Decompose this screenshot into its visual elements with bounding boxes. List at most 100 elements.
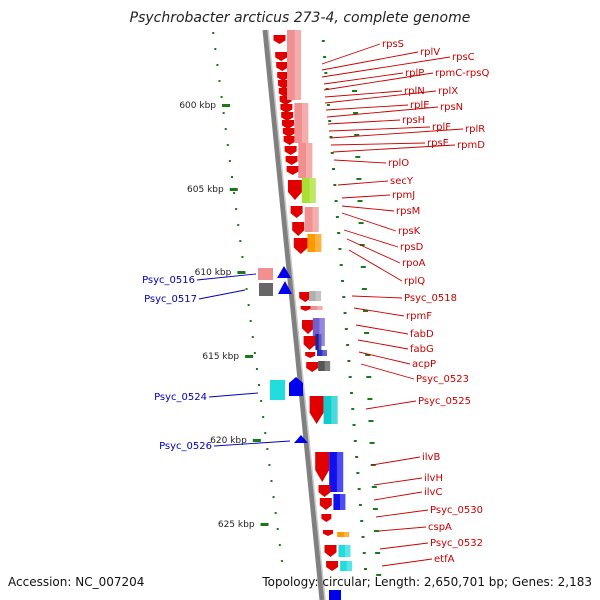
gene-label-rplO: rplO bbox=[388, 158, 409, 169]
gene-block-shade bbox=[318, 334, 322, 350]
gc-dot bbox=[253, 352, 256, 354]
gene-block-shade bbox=[315, 291, 322, 301]
gene-arrow bbox=[293, 238, 308, 254]
gene-block bbox=[318, 361, 331, 371]
gene-block bbox=[307, 234, 322, 252]
gene-label-rpoA: rpoA bbox=[402, 258, 426, 269]
gc-dot bbox=[321, 40, 325, 42]
leader-line bbox=[378, 526, 427, 532]
gene-arrow bbox=[323, 530, 333, 536]
gene-label-secY: secY bbox=[390, 176, 414, 187]
gene-arrow bbox=[306, 362, 319, 372]
gene-label-fabG: fabG bbox=[410, 344, 434, 355]
gene-label-rpmC-rpsQ: rpmC-rpsQ bbox=[435, 68, 489, 79]
leader-line bbox=[327, 119, 401, 125]
gc-dot bbox=[368, 420, 374, 422]
gene-block bbox=[317, 350, 327, 356]
gene-arrow bbox=[315, 452, 330, 482]
leader-line bbox=[321, 51, 419, 71]
gc-dot bbox=[230, 176, 233, 178]
leader-line bbox=[379, 542, 429, 550]
gc-dot bbox=[357, 488, 361, 490]
gc-dot bbox=[332, 168, 336, 170]
leader-line bbox=[357, 339, 409, 350]
leader-line bbox=[348, 249, 403, 282]
gene-label-Psyc_0525: Psyc_0525 bbox=[418, 396, 471, 407]
gene-arrow bbox=[305, 352, 316, 358]
gc-dot bbox=[363, 310, 368, 312]
gene-arrow bbox=[318, 485, 331, 497]
gc-dot bbox=[356, 472, 360, 474]
gene-label-cspA: cspA bbox=[428, 522, 452, 533]
gc-dot bbox=[346, 344, 350, 346]
gene-arrow bbox=[275, 52, 288, 61]
gene-arrow bbox=[294, 435, 308, 443]
gene-block-shade bbox=[343, 532, 350, 537]
gene-arrow bbox=[282, 128, 295, 137]
gene-block bbox=[258, 268, 273, 280]
gene-arrow bbox=[283, 136, 296, 145]
leader-line bbox=[333, 159, 387, 164]
gc-dot bbox=[343, 312, 347, 314]
gene-arrow bbox=[288, 180, 302, 200]
gc-dot bbox=[212, 32, 215, 34]
scale-tick-mark bbox=[229, 188, 238, 191]
gc-dot bbox=[335, 216, 339, 218]
gc-dot bbox=[372, 508, 378, 510]
gene-arrow bbox=[286, 166, 299, 175]
leader-line bbox=[371, 456, 421, 466]
gene-label-Psyc_0530: Psyc_0530 bbox=[430, 505, 483, 516]
scale-tick-label: 610 kbp bbox=[195, 268, 232, 278]
gc-dot bbox=[266, 448, 269, 450]
leader-line bbox=[346, 238, 401, 264]
gc-dot bbox=[260, 400, 263, 402]
gene-block-shade bbox=[309, 178, 316, 203]
leader-line bbox=[375, 509, 429, 518]
gene-block bbox=[309, 291, 322, 301]
gc-dot bbox=[358, 222, 364, 224]
gc-dot bbox=[348, 376, 352, 378]
leader-line bbox=[213, 440, 291, 447]
scale-tick-label: 620 kbp bbox=[210, 436, 247, 446]
leader-line bbox=[353, 307, 405, 317]
leader-line bbox=[337, 180, 389, 186]
gene-arrow bbox=[303, 336, 316, 350]
scale-tick-mark bbox=[245, 355, 254, 358]
gene-arrow bbox=[324, 545, 337, 557]
gene-block bbox=[338, 545, 351, 557]
gc-dot bbox=[268, 464, 271, 466]
gene-label-Psyc_0518: Psyc_0518 bbox=[404, 293, 457, 304]
gene-label-Psyc_0526: Psyc_0526 bbox=[159, 441, 212, 452]
leader-line bbox=[329, 128, 464, 139]
gc-dot bbox=[369, 442, 375, 444]
gc-dot bbox=[264, 432, 267, 434]
gc-dot bbox=[329, 136, 333, 138]
gene-label-rplE: rplE bbox=[410, 100, 430, 111]
gc-dot bbox=[365, 354, 371, 356]
gc-dot bbox=[220, 96, 223, 98]
gene-labels: rpsS rplV rpsC rplP rpmC-rpsQ rplN rplX rplE rps… bbox=[142, 39, 489, 565]
gene-block bbox=[270, 380, 285, 400]
gene-arrow bbox=[284, 146, 297, 155]
gene-label-rpsH: rpsH bbox=[402, 115, 425, 126]
gene-block-shade bbox=[306, 143, 313, 178]
gene-label-fabD: fabD bbox=[410, 329, 434, 340]
gc-dot bbox=[362, 552, 366, 554]
gene-block bbox=[323, 396, 338, 424]
gene-block-shade bbox=[346, 561, 353, 571]
gc-dot bbox=[360, 266, 366, 268]
gc-dot bbox=[376, 574, 382, 576]
gene-arrow bbox=[299, 292, 312, 302]
leader-line bbox=[365, 400, 417, 410]
leader-line bbox=[341, 194, 391, 199]
gene-arrow bbox=[319, 498, 332, 510]
gc-dot bbox=[375, 552, 381, 554]
gc-dot bbox=[249, 320, 252, 322]
leader-line bbox=[373, 491, 423, 501]
gc-skew-dots bbox=[212, 32, 382, 576]
gene-label-rpsK: rpsK bbox=[398, 226, 421, 237]
leader-line bbox=[341, 205, 395, 212]
gene-block bbox=[294, 103, 309, 143]
gene-label-rpsM: rpsM bbox=[396, 206, 420, 217]
gene-label-rpsS: rpsS bbox=[382, 39, 404, 50]
